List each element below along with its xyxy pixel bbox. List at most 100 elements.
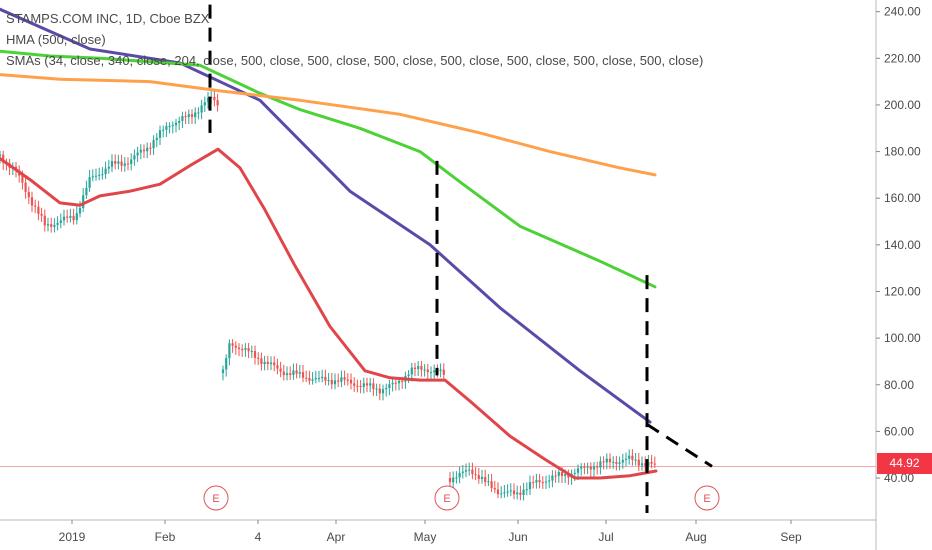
candle-body: [260, 358, 263, 364]
candle-body: [512, 490, 516, 495]
chart-legend[interactable]: STAMPS.COM INC, 1D, Cboe BZX HMA (500, c…: [6, 8, 703, 71]
candle-body: [573, 472, 576, 474]
candle-body: [605, 458, 608, 463]
y-tick-label: 160.00: [884, 191, 921, 205]
candle-body: [528, 482, 532, 490]
candle-body: [133, 155, 136, 160]
candle-body: [257, 357, 260, 359]
y-tick-label: 240.00: [884, 5, 921, 19]
candle-body: [490, 481, 493, 489]
candle-body: [589, 466, 592, 470]
candle-body: [474, 474, 477, 476]
candle-body: [423, 369, 426, 371]
earnings-marker: [434, 485, 460, 511]
candle-body: [50, 224, 53, 227]
y-tick-label: 40.00: [884, 471, 914, 485]
candle-body: [123, 163, 126, 166]
candle-body: [349, 379, 353, 384]
y-tick-label: 120.00: [884, 284, 921, 298]
earnings-label: E: [443, 493, 450, 505]
candle-body: [365, 383, 369, 386]
time-axis[interactable]: 2019 Feb 4 Apr May Jun Jul Aug Sep: [59, 520, 802, 544]
candle-body: [439, 369, 442, 372]
candle-body: [480, 476, 484, 480]
indicator-lines: [0, 7, 658, 480]
candle-body: [340, 377, 343, 382]
y-tick-label: 80.00: [884, 378, 914, 392]
candle-body: [599, 461, 602, 468]
candle-body: [429, 372, 433, 374]
price-axis[interactable]: 240.00 220.00 200.00 180.00 160.00 140.00 120.…: [876, 5, 921, 485]
candle-body: [580, 466, 583, 469]
candle-body: [327, 380, 330, 382]
candle-body: [618, 462, 621, 464]
candle-body: [301, 372, 305, 378]
earnings-label: E: [703, 493, 710, 505]
candle-body: [66, 216, 69, 218]
candle-body: [372, 383, 375, 390]
candle-body: [110, 161, 114, 167]
candle-body: [225, 358, 228, 370]
candle-body: [567, 474, 570, 478]
candle-body: [519, 492, 522, 496]
candle-body: [98, 174, 101, 176]
legend-symbol[interactable]: STAMPS.COM INC, 1D, Cboe BZX: [6, 11, 210, 26]
candle-body: [544, 481, 548, 483]
legend-hma[interactable]: HMA (500, close): [6, 32, 106, 47]
candle-body: [155, 137, 158, 141]
candle-body: [337, 380, 340, 382]
candle-body: [292, 370, 295, 375]
candle-body: [551, 475, 554, 481]
candle-body: [46, 224, 50, 226]
sma-green-line: [0, 49, 657, 289]
candle-body: [2, 154, 5, 163]
candle-body: [621, 459, 624, 463]
legend-smas[interactable]: SMAs (34, close, 340, close, 204, close,…: [6, 53, 704, 68]
earnings-marker: [694, 485, 720, 511]
candle-body: [640, 463, 644, 466]
candle-body: [168, 126, 171, 128]
candle-body: [628, 455, 631, 459]
candle-body: [37, 206, 40, 214]
candle-body: [247, 348, 250, 352]
candle-body: [653, 463, 656, 465]
candle-body: [464, 470, 468, 472]
candle-body: [455, 477, 458, 479]
candle-body: [136, 152, 139, 156]
candle-body: [468, 469, 471, 471]
candle-body: [391, 382, 394, 385]
candle-body: [117, 161, 120, 164]
candle-body: [369, 383, 372, 386]
candle-body: [477, 475, 480, 480]
candle-body: [538, 480, 541, 483]
x-tick-label: Apr: [327, 530, 346, 544]
candle-body: [197, 112, 200, 114]
candle-body: [343, 377, 346, 380]
candle-body: [263, 361, 266, 364]
candle-body: [165, 126, 168, 130]
candle-body: [378, 388, 381, 394]
x-tick-label: May: [414, 530, 437, 544]
candle-body: [458, 472, 461, 478]
candle-body: [120, 161, 123, 166]
candle-body: [104, 168, 107, 175]
candle-body: [266, 361, 269, 365]
grid: [0, 0, 877, 550]
candle-body: [385, 388, 388, 390]
candle-body: [308, 377, 311, 381]
price-series: [0, 90, 656, 501]
candle-body: [461, 471, 464, 473]
candle-body: [410, 367, 413, 375]
candle-body: [596, 466, 599, 468]
candle-body: [500, 493, 503, 495]
candle-body: [516, 492, 519, 495]
candle-body: [522, 489, 525, 496]
candle-body: [0, 154, 2, 157]
candle-body: [216, 100, 219, 106]
candle-body: [448, 478, 452, 483]
candle-body: [282, 371, 285, 376]
candle-body: [40, 213, 43, 216]
